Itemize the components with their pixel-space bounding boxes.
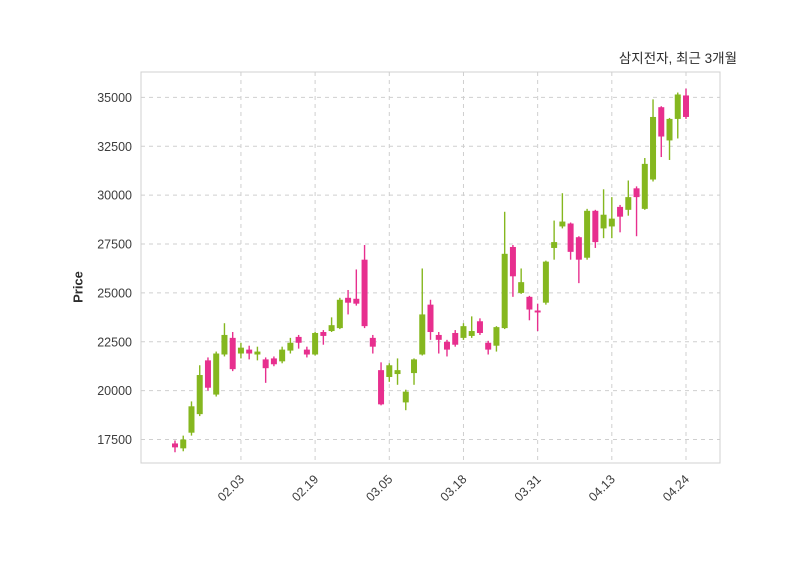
y-tick-label: 20000 [97, 384, 132, 398]
candle-body [460, 326, 467, 338]
candle-body [394, 370, 401, 375]
y-tick-label: 27500 [97, 238, 132, 252]
candle-body [476, 321, 483, 333]
y-tick-label: 30000 [97, 189, 132, 203]
candle-body [427, 304, 434, 333]
candle-body [641, 163, 648, 209]
candle-body [287, 342, 294, 351]
candle-body [279, 349, 286, 362]
candle-body [501, 253, 508, 329]
candle-body [468, 331, 475, 336]
y-tick-label: 17500 [97, 433, 132, 447]
candle-body [600, 214, 607, 229]
candle-body [204, 360, 211, 388]
candle-body [254, 351, 261, 355]
candle-body [658, 107, 665, 137]
candle-body [617, 206, 624, 217]
x-tick-label: 03.31 [512, 472, 544, 504]
candle-body [361, 259, 368, 327]
candle-body [345, 297, 352, 303]
candle-body [378, 370, 385, 405]
candle-body [633, 188, 640, 198]
candle-body [237, 347, 244, 354]
candle-body [312, 332, 319, 355]
plot-border [140, 71, 721, 464]
y-tick-label: 22500 [97, 335, 132, 349]
candle-body [509, 246, 516, 277]
candle-body [213, 353, 220, 395]
x-tick-label: 03.05 [363, 472, 395, 504]
candle-body [493, 327, 500, 346]
candle-body [485, 342, 492, 350]
candle-body [303, 349, 310, 355]
candle-body [328, 325, 335, 332]
candle-body [666, 118, 673, 141]
candle-body [526, 296, 533, 310]
x-tick-label: 04.13 [586, 472, 618, 504]
chart-title: 삼지전자, 최근 3개월 [618, 51, 737, 66]
candle-body [172, 443, 178, 448]
candle-body [674, 94, 681, 119]
candle-body [246, 349, 253, 354]
candle-body [592, 210, 599, 243]
candle-body [411, 359, 418, 374]
x-tick-label: 04.24 [660, 472, 692, 504]
y-tick-label: 32500 [97, 140, 132, 154]
candle-body [551, 242, 558, 248]
candle-body [542, 261, 549, 303]
candle-body [625, 197, 632, 210]
candle-body [295, 336, 302, 343]
candle-body [683, 95, 689, 117]
y-axis-label: Price [70, 271, 86, 303]
candle-body [575, 237, 582, 260]
y-tick-label: 25000 [97, 286, 132, 300]
candle-body [443, 341, 450, 350]
x-tick-label: 03.18 [438, 472, 470, 504]
candle-body [584, 210, 591, 258]
candle-body [262, 359, 269, 369]
candle-body [608, 218, 615, 227]
candle-body [386, 365, 393, 377]
x-tick-label: 02.03 [215, 472, 247, 504]
x-tick-label: 02.19 [289, 472, 321, 504]
candle-body [435, 334, 442, 340]
candle-body [336, 299, 343, 329]
candle-body [559, 221, 566, 227]
candle-body [369, 337, 376, 347]
candle-body [518, 282, 525, 293]
candle-body [567, 223, 574, 252]
candle-body [534, 310, 541, 313]
candle-body [402, 391, 409, 403]
candle-body [353, 298, 360, 304]
candle-body [180, 439, 187, 449]
candle-body [452, 332, 459, 345]
candle-body [188, 406, 195, 433]
candle-body [320, 332, 327, 336]
candle-body [419, 314, 426, 355]
candle-body [196, 375, 203, 415]
y-tick-label: 35000 [97, 91, 132, 105]
candle-body [270, 358, 277, 365]
candle-body [221, 334, 228, 355]
candle-body [229, 337, 236, 370]
candle-body [650, 116, 657, 180]
